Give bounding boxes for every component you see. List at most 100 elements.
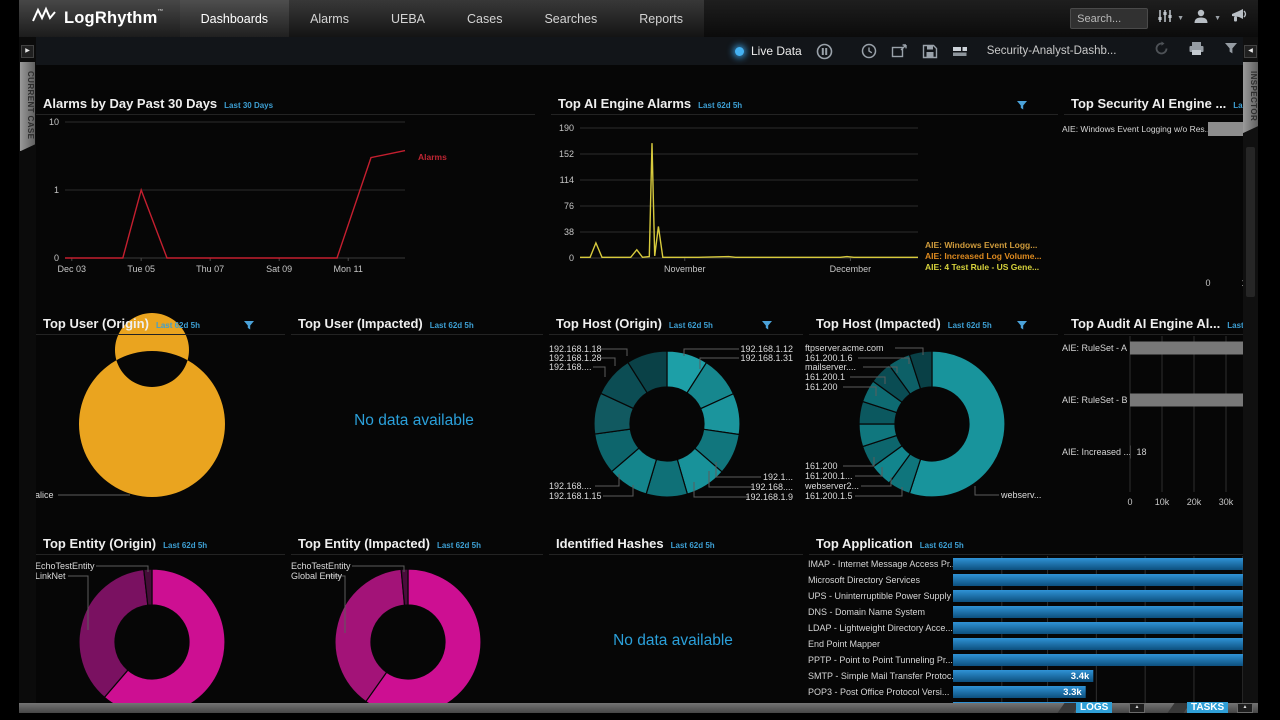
panel-period: Last 62d 5h bbox=[698, 101, 743, 110]
expand-current-case-button[interactable]: ▶ bbox=[21, 45, 34, 58]
dashboard-selector[interactable]: Security-Analyst-Dashb... bbox=[986, 45, 1117, 57]
clock-icon[interactable] bbox=[861, 43, 877, 59]
panel-divider bbox=[1064, 114, 1258, 115]
top-entity-impacted-chart[interactable]: EchoTestEntity Global Entity bbox=[285, 530, 543, 706]
panel-title-text: Top User (Origin) bbox=[43, 316, 149, 331]
top_host_origin-svg: 192.168.1.18192.168.1.28192.168....192.1… bbox=[549, 344, 793, 502]
svg-text:POP3 - Post Office Protocol Ve: POP3 - Post Office Protocol Versi... bbox=[808, 687, 949, 697]
svg-text:192.168.1.31: 192.168.1.31 bbox=[740, 353, 793, 363]
funnel-filter-icon[interactable] bbox=[761, 318, 773, 336]
megaphone-icon[interactable] bbox=[1230, 8, 1248, 29]
filter-icon[interactable] bbox=[1224, 42, 1238, 60]
panel-period: Last 62d 5h bbox=[436, 541, 481, 550]
top_audit_ai_engine-svg: 0 10k 20k 30k AIE: RuleSet - A AIE: RuleSet -… bbox=[1062, 336, 1258, 507]
panel-period: Last 62d 5h bbox=[429, 321, 474, 330]
live-data-indicator[interactable] bbox=[735, 46, 744, 56]
svg-text:LDAP - Lightweight Directory A: LDAP - Lightweight Directory Acce... bbox=[808, 623, 953, 633]
top-audit-ai-engine-chart[interactable]: 0 10k 20k 30k AIE: RuleSet - A AIE: RuleSet -… bbox=[1058, 310, 1258, 522]
chevron-down-icon[interactable]: ▼ bbox=[1214, 15, 1221, 22]
funnel-filter-icon[interactable] bbox=[243, 318, 255, 336]
svg-text:webserv...: webserv... bbox=[1000, 490, 1041, 500]
alarms-by-day-chart[interactable]: 10 1 0 Dec 03 Tue 05 Thu 07 Sat 09 Mon 11 Alarms bbox=[30, 90, 535, 295]
current-case-tab[interactable]: CURRENT CASE bbox=[20, 62, 35, 151]
refresh-icon[interactable] bbox=[1154, 41, 1169, 61]
svg-text:Sat 09: Sat 09 bbox=[266, 264, 292, 274]
panel-divider bbox=[551, 114, 1058, 115]
top_security_ai_engine-svg: 01AIE: Windows Event Logging w/o Res... bbox=[1062, 122, 1258, 288]
top-entity-origin-chart[interactable]: EchoTestEntity LinkNet bbox=[30, 530, 285, 706]
funnel-filter-icon[interactable] bbox=[1016, 318, 1028, 336]
tab-searches[interactable]: Searches bbox=[544, 11, 598, 26]
top-user-origin-chart[interactable]: alice bbox=[30, 310, 285, 520]
add-widget-icon[interactable] bbox=[891, 43, 908, 59]
print-icon[interactable] bbox=[1188, 41, 1205, 61]
tasks-expand-button[interactable]: ▲ bbox=[1237, 703, 1253, 713]
svg-text:UPS - Uninterruptible Power Su: UPS - Uninterruptible Power Supply bbox=[808, 591, 952, 601]
svg-text:LinkNet: LinkNet bbox=[35, 571, 66, 581]
logs-tab[interactable]: LOGS bbox=[1076, 702, 1113, 713]
svg-text:Thu 07: Thu 07 bbox=[196, 264, 224, 274]
svg-text:30k: 30k bbox=[1219, 497, 1234, 507]
right-strip: ◀ INSPECTOR bbox=[1243, 37, 1258, 713]
user-icon[interactable] bbox=[1193, 8, 1209, 29]
svg-text:161.200.1: 161.200.1 bbox=[805, 372, 845, 382]
svg-text:192.168....: 192.168.... bbox=[549, 481, 592, 491]
panel-title-text: Top Audit AI Engine Al... bbox=[1071, 316, 1221, 331]
scrollbar-thumb[interactable] bbox=[1246, 147, 1255, 297]
tab-alarms[interactable]: Alarms bbox=[310, 11, 349, 26]
svg-text:0: 0 bbox=[1205, 278, 1210, 288]
top-nav: LogRhythm™ Dashboards Alarms UEBA Cases … bbox=[19, 0, 1258, 37]
top-ai-engine-alarms-chart[interactable]: 190 152 114 76 38 0 November December AIE: Windo… bbox=[545, 90, 1058, 295]
svg-text:38: 38 bbox=[564, 227, 574, 237]
expand-inspector-button[interactable]: ◀ bbox=[1244, 45, 1257, 58]
tab-ueba[interactable]: UEBA bbox=[390, 11, 426, 26]
chevron-down-icon[interactable]: ▼ bbox=[1177, 15, 1185, 22]
inspector-tab[interactable]: INSPECTOR bbox=[1243, 62, 1258, 133]
layout-icon[interactable] bbox=[952, 45, 968, 58]
panel-divider bbox=[809, 334, 1058, 335]
tasks-tab[interactable]: TASKS bbox=[1187, 702, 1229, 713]
panel-divider bbox=[291, 554, 543, 555]
panel-identified-hashes: Identified Hashes Last 62d 5h No data ava… bbox=[543, 530, 803, 706]
pause-icon[interactable] bbox=[816, 43, 833, 60]
svg-text:192.168....: 192.168.... bbox=[549, 362, 592, 372]
logs-expand-button[interactable]: ▲ bbox=[1129, 703, 1145, 713]
search-input[interactable] bbox=[1070, 8, 1149, 29]
svg-text:152: 152 bbox=[559, 149, 574, 159]
save-icon[interactable] bbox=[922, 44, 938, 59]
top-host-origin-chart[interactable]: 192.168.1.18 192.168.1.28 192.168.... 192.1… bbox=[543, 310, 803, 520]
bottom-bar: LOGS ▲ TASKS ▲ bbox=[19, 702, 1258, 713]
svg-text:161.200: 161.200 bbox=[805, 461, 838, 471]
svg-text:AIE: Increased ...: AIE: Increased ... bbox=[1062, 447, 1131, 457]
logrhythm-logo-icon bbox=[31, 6, 57, 31]
svg-text:161.200: 161.200 bbox=[805, 382, 838, 392]
funnel-filter-icon[interactable] bbox=[1016, 98, 1028, 116]
logo-area[interactable]: LogRhythm™ bbox=[19, 0, 180, 37]
tab-reports[interactable]: Reports bbox=[639, 11, 684, 26]
sliders-icon[interactable] bbox=[1157, 8, 1172, 29]
panel-period: Last 62d 5h bbox=[947, 321, 992, 330]
top-security-ai-engine-chart[interactable]: 01AIE: Windows Event Logging w/o Res... bbox=[1058, 90, 1258, 302]
panel-top-host-origin: Top Host (Origin) Last 62d 5h 192.168.1.1… bbox=[543, 310, 803, 520]
panel-title-text: Top AI Engine Alarms bbox=[558, 96, 692, 111]
svg-text:AIE: Increased Log Volume...: AIE: Increased Log Volume... bbox=[925, 251, 1042, 261]
nav-spacer bbox=[704, 0, 1071, 37]
tab-dashboards[interactable]: Dashboards bbox=[179, 0, 290, 37]
svg-text:December: December bbox=[830, 264, 872, 274]
panel-period: Last 62d 5h bbox=[668, 321, 713, 330]
top_user_origin-svg: alice bbox=[35, 313, 225, 500]
top-application-chart[interactable]: IMAP - Internet Message Access Pr... Micr… bbox=[803, 530, 1258, 706]
panel-title-text: Top Entity (Origin) bbox=[43, 536, 157, 551]
top-host-impacted-chart[interactable]: ftpserver.acme.com 161.200.1.6 mailserver.… bbox=[803, 310, 1058, 520]
tab-cases[interactable]: Cases bbox=[467, 11, 503, 26]
svg-text:76: 76 bbox=[564, 201, 574, 211]
svg-text:Microsoft Directory Services: Microsoft Directory Services bbox=[808, 575, 921, 585]
svg-text:114: 114 bbox=[560, 175, 574, 185]
panel-title-text: Top Application bbox=[816, 536, 913, 551]
trademark: ™ bbox=[157, 9, 164, 15]
top_ai_engine_alarms-svg: 190 152 114 76 38 0 November December AIE: Windo… bbox=[559, 123, 1042, 274]
svg-text:1: 1 bbox=[54, 185, 59, 195]
